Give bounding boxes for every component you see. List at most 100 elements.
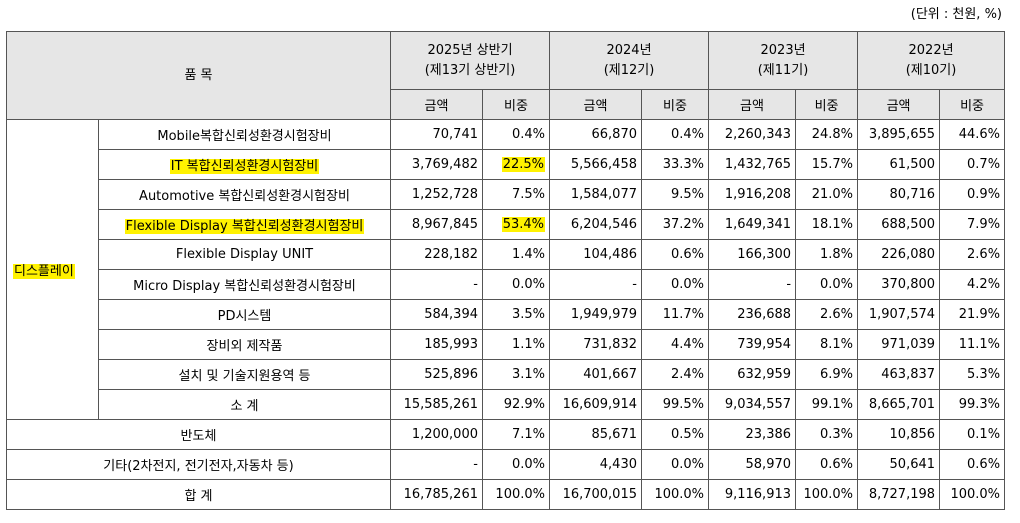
amount-cell: 50,641	[857, 449, 941, 480]
amount-cell: 971,039	[857, 329, 941, 360]
table-row: Micro Display 복합신뢰성환경시험장비 -0.0% -0.0% -0.0%…	[7, 269, 1006, 300]
header-ratio: 비중	[939, 89, 1006, 120]
ratio-cell: 0.6%	[640, 239, 710, 270]
amount-cell: 1,907,574	[857, 299, 941, 330]
amount-cell: 3,895,655	[857, 119, 941, 150]
ratio-cell: 99.3%	[939, 389, 1006, 420]
item-name: Automotive 복합신뢰성환경시험장비	[98, 179, 391, 210]
amount-cell: 228,182	[390, 239, 483, 270]
amount-cell: 584,394	[390, 299, 483, 330]
ratio-cell: 18.1%	[795, 209, 859, 240]
ratio-cell: 21.0%	[795, 179, 859, 210]
item-name: PD시스템	[98, 299, 391, 330]
ratio-cell: 7.1%	[482, 419, 550, 450]
amount-cell: 80,716	[857, 179, 941, 210]
amount-cell: 1,200,000	[390, 419, 483, 450]
item-name: Micro Display 복합신뢰성환경시험장비	[98, 269, 391, 300]
item-name: Flexible Display 복합신뢰성환경시험장비	[98, 209, 391, 240]
amount-cell: 739,954	[708, 329, 797, 360]
header-period: 2025년 상반기 (제13기 상반기)	[390, 31, 550, 90]
amount-cell: 10,856	[857, 419, 941, 450]
ratio-cell: 0.0%	[640, 269, 710, 300]
amount-cell: 166,300	[708, 239, 797, 270]
ratio-cell: 22.5%	[482, 149, 550, 180]
table-row: 디스플레이 Mobile복합신뢰성환경시험장비 70,741 0.4% 66,870 0.…	[6, 119, 1006, 420]
ratio-cell: 0.0%	[640, 449, 710, 480]
table-row: 기타(2차전지, 전기전자,자동차 등) -0.0% 4,430 0.0% 58,970…	[6, 449, 1006, 480]
ratio-cell: 2.6%	[795, 299, 859, 330]
ratio-cell: 100.0%	[795, 479, 859, 510]
item-name: Mobile복합신뢰성환경시험장비	[98, 119, 391, 150]
amount-cell: 632,959	[708, 359, 797, 390]
amount-cell: 61,500	[857, 149, 941, 180]
ratio-cell: 0.0%	[795, 269, 859, 300]
ratio-cell: 0.6%	[795, 449, 859, 480]
amount-cell: 66,870	[549, 119, 642, 150]
table-row: PD시스템 584,394 3.5% 1,949,979 11.7% 236,688 2.6…	[7, 299, 1006, 330]
amount-cell: 9,034,557	[708, 389, 797, 420]
ratio-cell: 0.0%	[482, 269, 550, 300]
amount-cell: 15,585,261	[390, 389, 483, 420]
header-period: 2023년 (제11기)	[708, 31, 859, 90]
ratio-cell: 11.1%	[939, 329, 1006, 360]
ratio-cell: 0.9%	[939, 179, 1006, 210]
table-row: 합 계 16,785,261 100.0% 16,700,015 100.0% 9,116…	[6, 479, 1006, 510]
header-period: 2022년 (제10기)	[857, 31, 1006, 90]
header-item: 품 목	[6, 31, 391, 120]
ratio-cell: 53.4%	[482, 209, 550, 240]
ratio-cell: 11.7%	[640, 299, 710, 330]
table-row: 장비외 제작품 185,993 1.1% 731,832 4.4% 739,954 8.1%…	[7, 329, 1006, 360]
table-row: 설치 및 기술지원용역 등 525,896 3.1% 401,667 2.4% 632,9…	[7, 359, 1006, 390]
amount-cell: 58,970	[708, 449, 797, 480]
amount-cell: 5,566,458	[549, 149, 642, 180]
unit-note: (단위 : 천원, %)	[910, 7, 1002, 22]
highlighted-value: 53.4%	[501, 217, 545, 232]
amount-cell: 1,949,979	[549, 299, 642, 330]
amount-cell: 104,486	[549, 239, 642, 270]
amount-cell: 85,671	[549, 419, 642, 450]
amount-cell: 16,700,015	[549, 479, 642, 510]
amount-cell: 2,260,343	[708, 119, 797, 150]
ratio-cell: 24.8%	[795, 119, 859, 150]
table-row: Flexible Display 복합신뢰성환경시험장비 8,967,845 53.…	[7, 209, 1006, 240]
ratio-cell: 2.6%	[939, 239, 1006, 270]
ratio-cell: 100.0%	[482, 479, 550, 510]
ratio-cell: 0.0%	[482, 449, 550, 480]
header-amount: 금액	[708, 89, 797, 120]
ratio-cell: 44.6%	[939, 119, 1006, 150]
amount-cell: 1,649,341	[708, 209, 797, 240]
ratio-cell: 5.3%	[939, 359, 1006, 390]
amount-cell: 185,993	[390, 329, 483, 360]
table-row: Automotive 복합신뢰성환경시험장비 1,252,728 7.5% 1,584…	[7, 179, 1006, 210]
table-row: IT 복합신뢰성환경시험장비 3,769,482 22.5% 5,566,458 33.…	[7, 149, 1006, 180]
amount-cell: -	[549, 269, 642, 300]
ratio-cell: 0.5%	[640, 419, 710, 450]
amount-cell: 6,204,546	[549, 209, 642, 240]
ratio-cell: 0.7%	[939, 149, 1006, 180]
amount-cell: 8,665,701	[857, 389, 941, 420]
item-name: Flexible Display UNIT	[98, 239, 391, 270]
item-name: 소 계	[98, 389, 391, 420]
highlighted-item-name: IT 복합신뢰성환경시험장비	[169, 159, 320, 174]
ratio-cell: 1.4%	[482, 239, 550, 270]
header-amount: 금액	[857, 89, 941, 120]
amount-cell: 401,667	[549, 359, 642, 390]
ratio-cell: 0.4%	[482, 119, 550, 150]
highlighted-item-name: Flexible Display 복합신뢰성환경시험장비	[124, 219, 365, 234]
amount-cell: 688,500	[857, 209, 941, 240]
header-ratio: 비중	[795, 89, 859, 120]
ratio-cell: 15.7%	[795, 149, 859, 180]
ratio-cell: 0.6%	[939, 449, 1006, 480]
amount-cell: 226,080	[857, 239, 941, 270]
amount-cell: 23,386	[708, 419, 797, 450]
highlighted-value: 22.5%	[501, 157, 545, 172]
header-ratio: 비중	[482, 89, 550, 120]
amount-cell: 370,800	[857, 269, 941, 300]
amount-cell: 9,116,913	[708, 479, 797, 510]
item-name: 설치 및 기술지원용역 등	[98, 359, 391, 390]
amount-cell: 236,688	[708, 299, 797, 330]
ratio-cell: 3.5%	[482, 299, 550, 330]
ratio-cell: 9.5%	[640, 179, 710, 210]
ratio-cell: 8.1%	[795, 329, 859, 360]
amount-cell: 16,609,914	[549, 389, 642, 420]
